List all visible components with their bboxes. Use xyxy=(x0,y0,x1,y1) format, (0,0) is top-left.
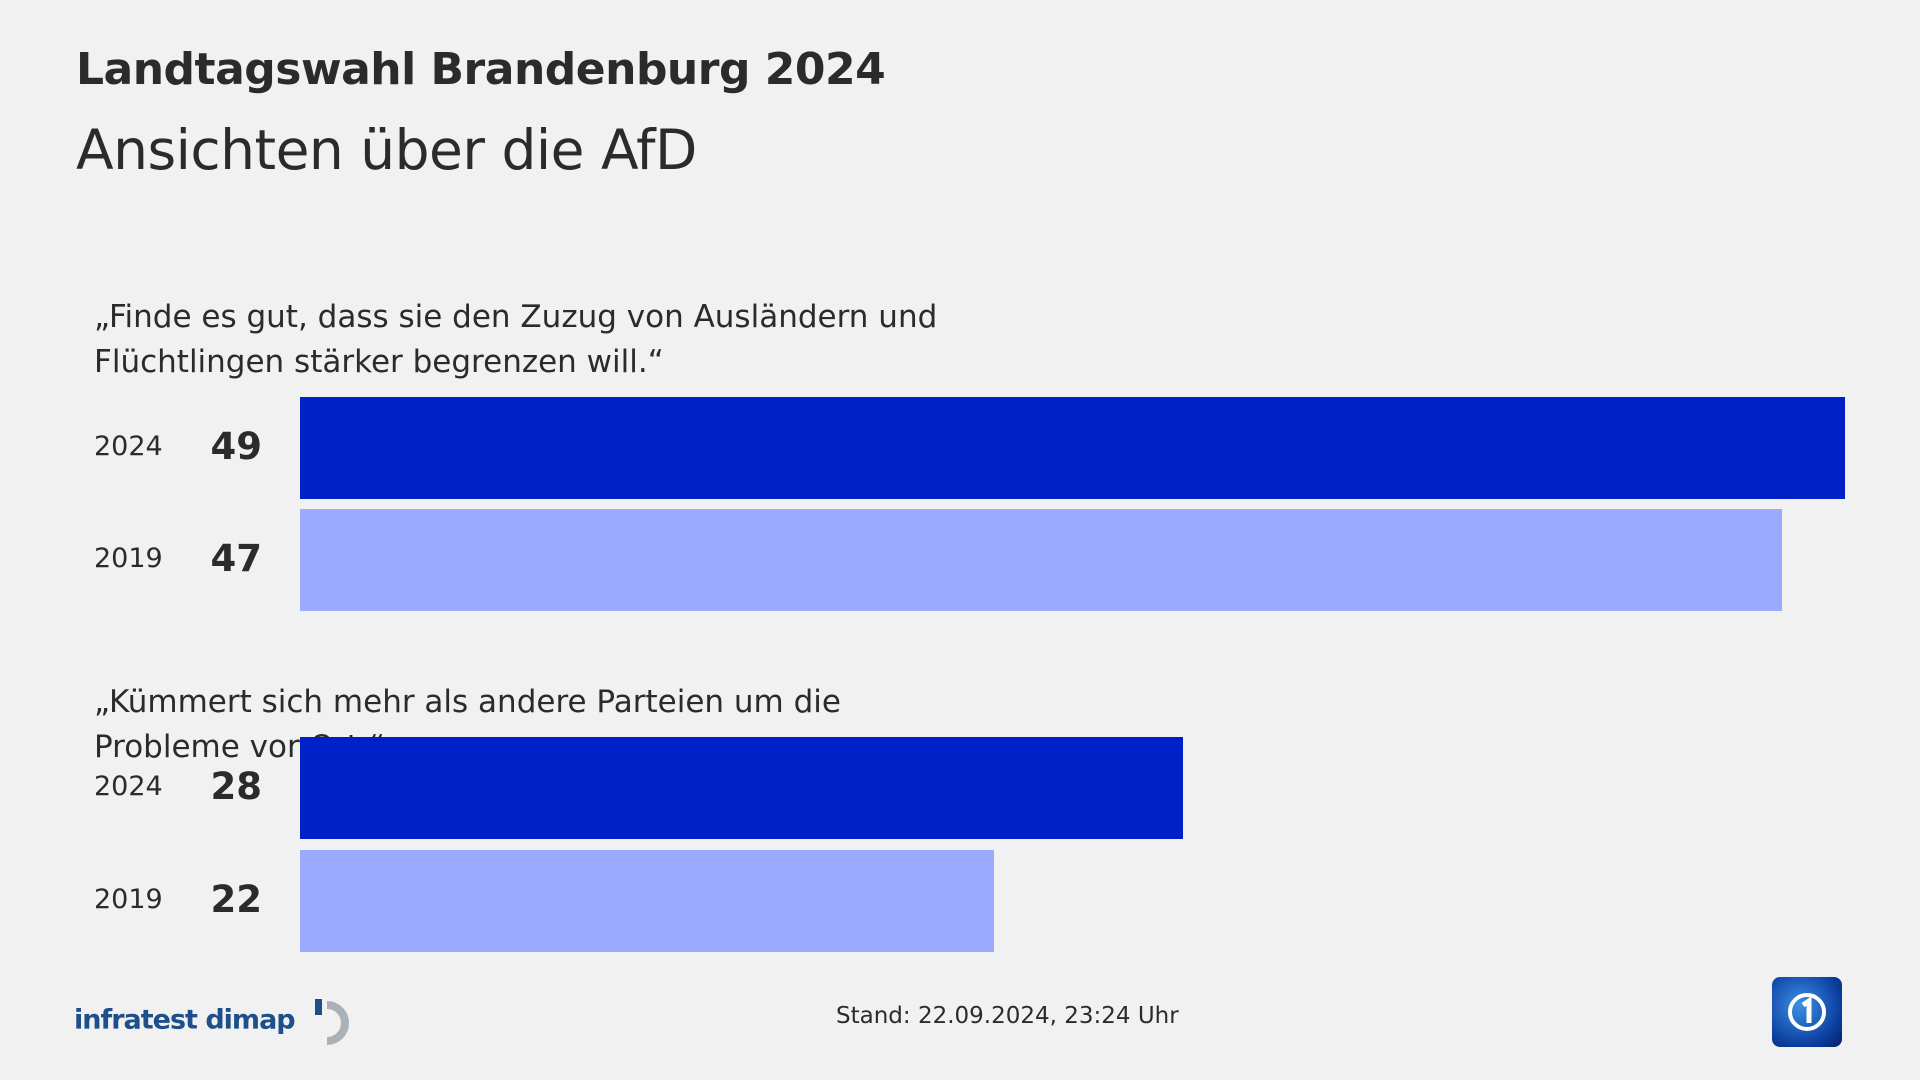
chart-subtitle: Ansichten über die AfD xyxy=(76,118,697,182)
value-label: 28 xyxy=(210,765,263,808)
year-label: 2024 xyxy=(94,771,163,802)
source-logo: infratest dimap xyxy=(74,997,359,1045)
bar-2019 xyxy=(300,509,1782,611)
bar-2024 xyxy=(300,737,1183,839)
chart-title: Landtagswahl Brandenburg 2024 xyxy=(76,44,886,95)
source-label: infratest dimap xyxy=(74,1004,296,1036)
bar-2019 xyxy=(300,850,994,952)
bar-2024 xyxy=(300,397,1845,499)
ard-das-erste-logo-icon xyxy=(1772,977,1842,1047)
value-label: 22 xyxy=(210,878,263,921)
value-label: 49 xyxy=(210,425,263,468)
question-label: „Finde es gut, dass sie den Zuzug von Au… xyxy=(94,299,938,380)
infratest-logo-icon xyxy=(315,999,350,1045)
year-label: 2024 xyxy=(94,431,163,462)
timestamp: Stand: 22.09.2024, 23:24 Uhr xyxy=(836,1003,1179,1029)
value-label: 47 xyxy=(210,537,263,580)
year-label: 2019 xyxy=(94,884,163,915)
year-label: 2019 xyxy=(94,543,163,574)
